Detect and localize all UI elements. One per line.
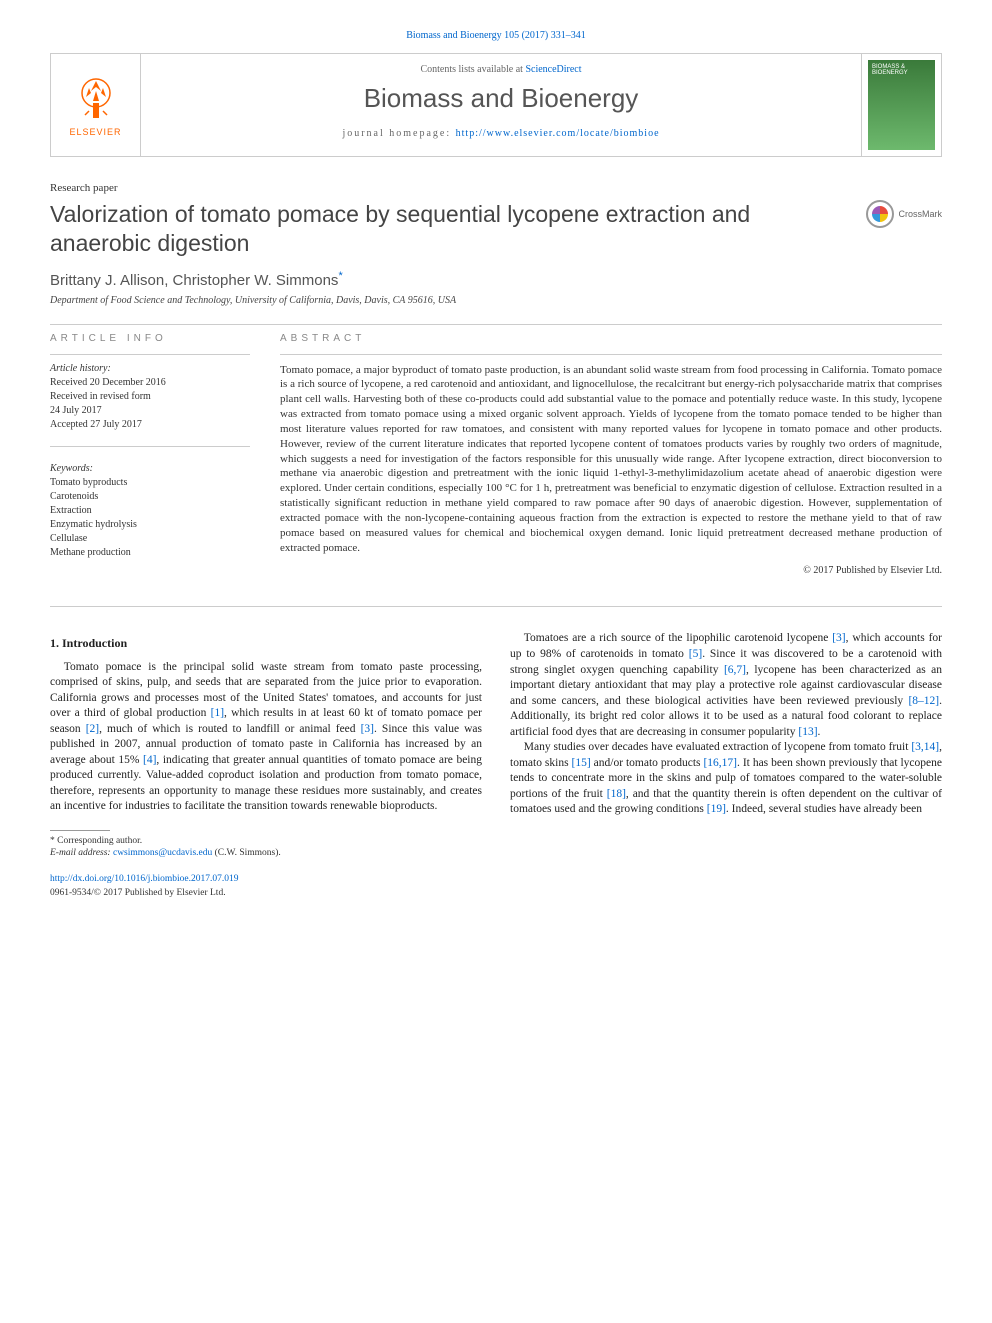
journal-reference: Biomass and Bioenergy 105 (2017) 331–341	[50, 30, 942, 41]
author-names: Brittany J. Allison, Christopher W. Simm…	[50, 272, 338, 289]
body-text: Tomatoes are a rich source of the lipoph…	[524, 632, 832, 644]
email-suffix: (C.W. Simmons).	[215, 848, 281, 858]
history-item: 24 July 2017	[50, 404, 250, 418]
footnote-label: * Corresponding author.	[50, 835, 942, 847]
affiliation: Department of Food Science and Technolog…	[50, 295, 942, 306]
keyword: Tomato byproducts	[50, 476, 250, 490]
abstract-copyright: © 2017 Published by Elsevier Ltd.	[280, 565, 942, 576]
history-item: Received 20 December 2016	[50, 376, 250, 390]
sciencedirect-link[interactable]: ScienceDirect	[525, 64, 581, 75]
body-text: , much of which is routed to landfill or…	[99, 723, 360, 735]
citation-link[interactable]: [5]	[689, 648, 702, 660]
page-footer: http://dx.doi.org/10.1016/j.biombioe.201…	[50, 873, 942, 900]
body-paragraph: Tomato pomace is the principal solid was…	[50, 660, 482, 815]
keyword: Carotenoids	[50, 490, 250, 504]
journal-cover-thumbnail: BIOMASS & BIOENERGY	[868, 60, 935, 150]
publisher-logo-cell: ELSEVIER	[51, 54, 141, 156]
citation-link[interactable]: [4]	[143, 754, 156, 766]
keyword: Enzymatic hydrolysis	[50, 518, 250, 532]
crossmark-label: CrossMark	[898, 209, 942, 219]
body-text: transition towards renewable bioproducts…	[244, 800, 437, 812]
body-paragraph: Tomatoes are a rich source of the lipoph…	[510, 631, 942, 740]
contents-available-line: Contents lists available at ScienceDirec…	[161, 64, 841, 75]
divider	[50, 606, 942, 607]
body-text: Many studies over decades have evaluated…	[524, 741, 912, 753]
email-label: E-mail address:	[50, 848, 111, 858]
homepage-prefix: journal homepage:	[342, 128, 455, 139]
citation-link[interactable]: [16,17]	[703, 757, 737, 769]
divider	[50, 354, 250, 355]
divider	[280, 354, 942, 355]
body-text: .	[818, 726, 821, 738]
header-center: Contents lists available at ScienceDirec…	[141, 54, 861, 156]
citation-link[interactable]: [3]	[832, 632, 845, 644]
contents-prefix: Contents lists available at	[420, 64, 525, 75]
publisher-brand: ELSEVIER	[69, 127, 121, 137]
issn-copyright: 0961-9534/© 2017 Published by Elsevier L…	[50, 888, 226, 898]
footnote-separator	[50, 830, 110, 831]
doi-link[interactable]: http://dx.doi.org/10.1016/j.biombioe.201…	[50, 874, 239, 884]
article-info-column: ARTICLE INFO Article history: Received 2…	[50, 333, 250, 577]
elsevier-tree-icon	[71, 73, 121, 123]
article-title: Valorization of tomato pomace by sequent…	[50, 200, 846, 258]
divider	[50, 324, 942, 325]
keywords-label: Keywords:	[50, 463, 250, 474]
crossmark-badge[interactable]: CrossMark	[866, 200, 942, 228]
corresponding-email-link[interactable]: cwsimmons@ucdavis.edu	[113, 848, 212, 858]
corresponding-mark: *	[338, 270, 342, 282]
article-type: Research paper	[50, 182, 942, 194]
citation-link[interactable]: [6,7]	[724, 664, 746, 676]
homepage-line: journal homepage: http://www.elsevier.co…	[161, 128, 841, 139]
citation-link[interactable]: [3]	[361, 723, 374, 735]
history-item: Received in revised form	[50, 390, 250, 404]
keyword: Cellulase	[50, 532, 250, 546]
citation-link[interactable]: [3,14]	[911, 741, 939, 753]
keyword: Extraction	[50, 504, 250, 518]
keyword: Methane production	[50, 546, 250, 560]
journal-cover-cell: BIOMASS & BIOENERGY	[861, 54, 941, 156]
corresponding-author-footnote: * Corresponding author. E-mail address: …	[50, 835, 942, 860]
history-label: Article history:	[50, 363, 250, 374]
history-item: Accepted 27 July 2017	[50, 418, 250, 432]
section-title: Introduction	[62, 636, 127, 650]
citation-link[interactable]: [18]	[607, 788, 626, 800]
section-heading-introduction: 1. Introduction	[50, 635, 482, 651]
citation-link[interactable]: [8–12]	[908, 695, 939, 707]
citation-link[interactable]: [13]	[798, 726, 817, 738]
body-columns: 1. Introduction Tomato pomace is the pri…	[50, 631, 942, 817]
article-info-heading: ARTICLE INFO	[50, 333, 250, 344]
homepage-link[interactable]: http://www.elsevier.com/locate/biombioe	[456, 128, 660, 139]
citation-link[interactable]: [19]	[707, 803, 726, 815]
divider	[50, 446, 250, 447]
abstract-column: ABSTRACT Tomato pomace, a major byproduc…	[280, 333, 942, 577]
body-text: . Indeed, several studies have already b…	[726, 803, 922, 815]
body-text: and/or tomato products	[591, 757, 704, 769]
cover-text: BIOMASS & BIOENERGY	[872, 64, 908, 76]
abstract-heading: ABSTRACT	[280, 333, 942, 344]
journal-title: Biomass and Bioenergy	[161, 83, 841, 114]
journal-header: ELSEVIER Contents lists available at Sci…	[50, 53, 942, 157]
crossmark-icon	[866, 200, 894, 228]
section-number: 1.	[50, 636, 59, 650]
body-paragraph: Many studies over decades have evaluated…	[510, 740, 942, 818]
abstract-text: Tomato pomace, a major byproduct of toma…	[280, 363, 942, 556]
authors: Brittany J. Allison, Christopher W. Simm…	[50, 270, 942, 289]
citation-link[interactable]: [1]	[211, 707, 224, 719]
citation-link[interactable]: [15]	[572, 757, 591, 769]
citation-link[interactable]: [2]	[86, 723, 99, 735]
